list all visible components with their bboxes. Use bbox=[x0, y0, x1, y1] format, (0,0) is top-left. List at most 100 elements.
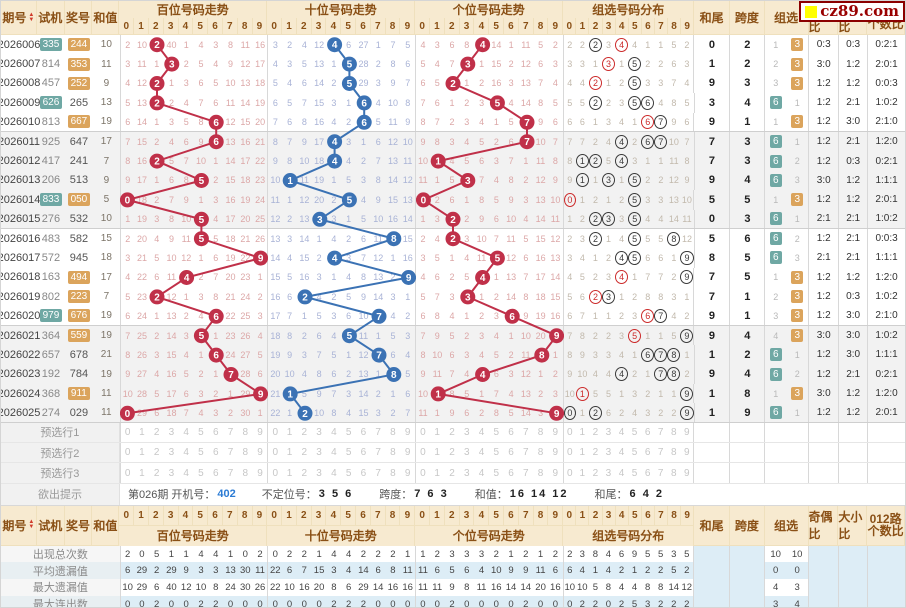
hewei-cell: 7 bbox=[693, 267, 729, 288]
trend-cell: 6 bbox=[479, 156, 485, 167]
stats-cell: 6 bbox=[464, 565, 470, 577]
logo[interactable]: cz89.com bbox=[799, 1, 905, 22]
trend-cell: 4 bbox=[415, 267, 430, 288]
digit-header-cell: 7 bbox=[654, 18, 668, 35]
trend-cell: 23 bbox=[225, 330, 236, 341]
odd-even-cell: 1:2 bbox=[808, 151, 838, 171]
trend-cell: 5 bbox=[287, 97, 293, 108]
shiji-cell: 417 bbox=[41, 155, 61, 168]
trend-cell: 3 bbox=[331, 213, 337, 224]
kuadu-cell: 1 bbox=[729, 112, 764, 131]
zuxuan-badge: 6 bbox=[770, 367, 782, 381]
zu-cell: 2 bbox=[645, 59, 651, 70]
zuxuan-cell: 1 bbox=[764, 112, 786, 131]
stats-cell: 2 bbox=[154, 565, 160, 577]
jiang-cell: 532 bbox=[69, 212, 89, 225]
presel-empty-cell bbox=[866, 443, 905, 463]
trend-cell: 1 bbox=[375, 330, 381, 341]
zu-hit-circle: 1 bbox=[575, 154, 589, 169]
trend-cell: 8 bbox=[434, 310, 440, 321]
zu-cell: 3 bbox=[602, 210, 616, 228]
stats-cell: 10 bbox=[490, 565, 502, 577]
zu-cell: 6 bbox=[658, 252, 664, 263]
stats-row: 最大遗漏值 10 29 6 40 12 10 8 24 30 26 22 10 16 20 8 6 29 14 16 1… bbox=[1, 579, 905, 596]
issue-cell: 2026010 bbox=[0, 115, 41, 128]
presel-digit: 4 bbox=[331, 447, 337, 459]
trend-cell: 4 bbox=[434, 59, 440, 70]
trend-cell: 3 bbox=[493, 156, 499, 167]
digit-header-cell: 8 bbox=[667, 505, 682, 526]
trend-cell bbox=[164, 54, 179, 73]
digit-header-cell: 4 bbox=[474, 18, 490, 35]
stats-cell: 3 bbox=[198, 565, 204, 577]
trend-cell: 11 bbox=[535, 156, 546, 167]
zu-cell: 5 bbox=[579, 272, 585, 283]
zuxuan-cell: 3 bbox=[786, 384, 808, 403]
digit-header-cell: 5 bbox=[341, 18, 357, 35]
trend-cell bbox=[119, 403, 135, 422]
trend-cell: 3 bbox=[213, 194, 219, 205]
shiji-cell: 979 bbox=[37, 306, 65, 324]
shiji-badge: 335 bbox=[39, 38, 63, 52]
col-header-issue-bottom[interactable]: 期号 ▲ ▼ bbox=[1, 505, 37, 546]
trend-cell: 1 bbox=[154, 59, 160, 70]
trend-cell: 1 bbox=[183, 291, 189, 302]
col-header-daxiao-bottom: 大小比 bbox=[838, 505, 868, 546]
trend-cell: 2 bbox=[346, 369, 352, 380]
zu-hit-circle: 2 bbox=[588, 405, 603, 420]
trend-cell: 14 bbox=[520, 97, 531, 108]
trend-cell: 6 bbox=[287, 116, 293, 127]
jiang-cell: 559 bbox=[65, 326, 93, 345]
hewei-cell: 7 bbox=[693, 287, 729, 307]
zuxuan-cell: 3 bbox=[764, 306, 786, 325]
shiji-cell: 335 bbox=[37, 35, 65, 54]
col-header-issue[interactable]: 期号 ▲ ▼ bbox=[1, 1, 37, 35]
trend-cell: 10 bbox=[387, 97, 398, 108]
trend-cell: 9 bbox=[228, 59, 234, 70]
trend-cell bbox=[445, 210, 460, 228]
trend-cell: 9 bbox=[360, 291, 366, 302]
lu012-cell: 2:0:1 bbox=[867, 190, 905, 210]
trend-cell: 4 bbox=[301, 39, 307, 50]
hint-label-text: 跨度： bbox=[379, 489, 413, 502]
big-small-cell: 1:2 bbox=[838, 73, 867, 94]
trend-cell: 15 bbox=[550, 291, 561, 302]
presel-digit: 2 bbox=[301, 447, 308, 459]
col-header-hewei: 和尾 bbox=[694, 1, 730, 35]
zu-cell: 2 bbox=[562, 228, 576, 249]
trend-cell: 14 bbox=[358, 388, 369, 399]
presel-empty-cell bbox=[764, 443, 786, 463]
trend-cell: 9 bbox=[316, 388, 322, 399]
trend-cell: 3 bbox=[198, 291, 204, 302]
zuxuan-cell: 6 bbox=[764, 209, 786, 228]
trend-cell: 4 bbox=[479, 349, 485, 360]
zu-hit-circle: 2 bbox=[588, 231, 602, 246]
trend-cell: 14 bbox=[314, 78, 325, 89]
trend-cell: 5 bbox=[213, 78, 219, 89]
digit-header-cell: 1 bbox=[282, 18, 297, 35]
stats-cell: 40 bbox=[166, 581, 177, 593]
trend-cell bbox=[386, 229, 401, 248]
hint-link[interactable]: 402 bbox=[217, 488, 236, 501]
hewei-cell: 5 bbox=[693, 190, 729, 210]
trend-cell: 24 bbox=[225, 349, 236, 360]
trend-cell: 20 bbox=[267, 364, 282, 385]
stats-cell: 4 bbox=[213, 548, 219, 560]
trend-cell: 4 bbox=[183, 349, 189, 360]
presel-digit: 5 bbox=[493, 467, 500, 479]
trend-cell: 7 bbox=[183, 156, 189, 167]
presel-row: 预选行3 0 1 2 3 4 5 6 7 8 9 0 1 2 3 4 5 6 7 8 9 0 1 2 3 4 5 6 7 8 9 0 1 2 3 4 5… bbox=[1, 463, 905, 484]
trend-cell: 3 bbox=[183, 330, 189, 341]
zu-cell: 3 bbox=[632, 310, 638, 321]
trend-cell bbox=[149, 35, 164, 54]
zu-cell: 11 bbox=[669, 156, 679, 167]
trend-cell bbox=[297, 403, 312, 421]
trend-cell: 3 bbox=[464, 116, 470, 127]
trend-cell: 1 bbox=[434, 407, 440, 418]
stats-empty-cell bbox=[693, 595, 730, 607]
presel-digit: 8 bbox=[670, 447, 677, 459]
kuadu-cell: 1 bbox=[729, 287, 764, 307]
trend-cell: 2 bbox=[331, 78, 337, 89]
